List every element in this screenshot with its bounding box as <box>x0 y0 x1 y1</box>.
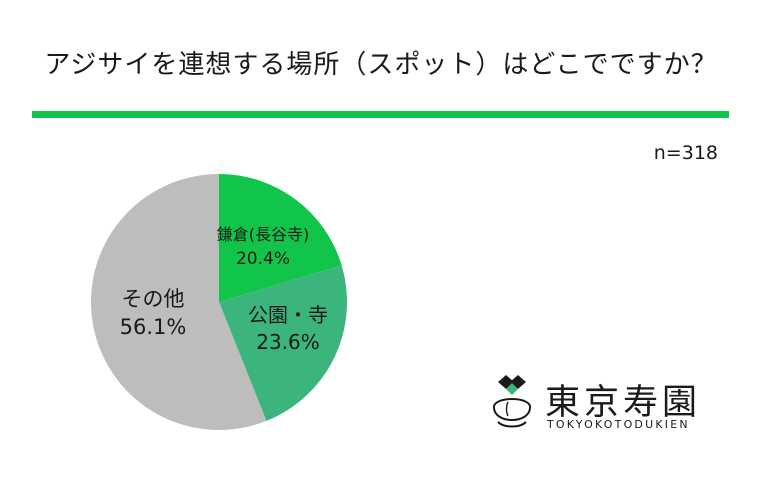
pie-slice-value-0: 20.4% <box>236 249 290 269</box>
pie-slice-2 <box>90 174 267 430</box>
pie-slice-value-2: 56.1% <box>120 315 187 339</box>
pie-slice-label-1: 公園・寺 <box>248 303 328 327</box>
pie-slice-1 <box>219 265 347 421</box>
pie-slice-0 <box>219 174 342 302</box>
chart-title: アジサイを連想する場所（スポット）はどこでですか？ <box>44 50 718 80</box>
sample-size: n=318 <box>653 142 718 164</box>
logo-name: 東京寿園 <box>545 383 702 423</box>
logo-icon <box>493 375 531 428</box>
pie-slice-label-2: その他 <box>122 287 185 311</box>
title-underline <box>32 111 729 118</box>
logo-subtitle: TOKYOKOTODUKIEN <box>547 418 690 431</box>
pie-slice-value-1: 23.6% <box>256 330 320 354</box>
pie-slice-label-0: 鎌倉(長谷寺) <box>217 225 310 244</box>
